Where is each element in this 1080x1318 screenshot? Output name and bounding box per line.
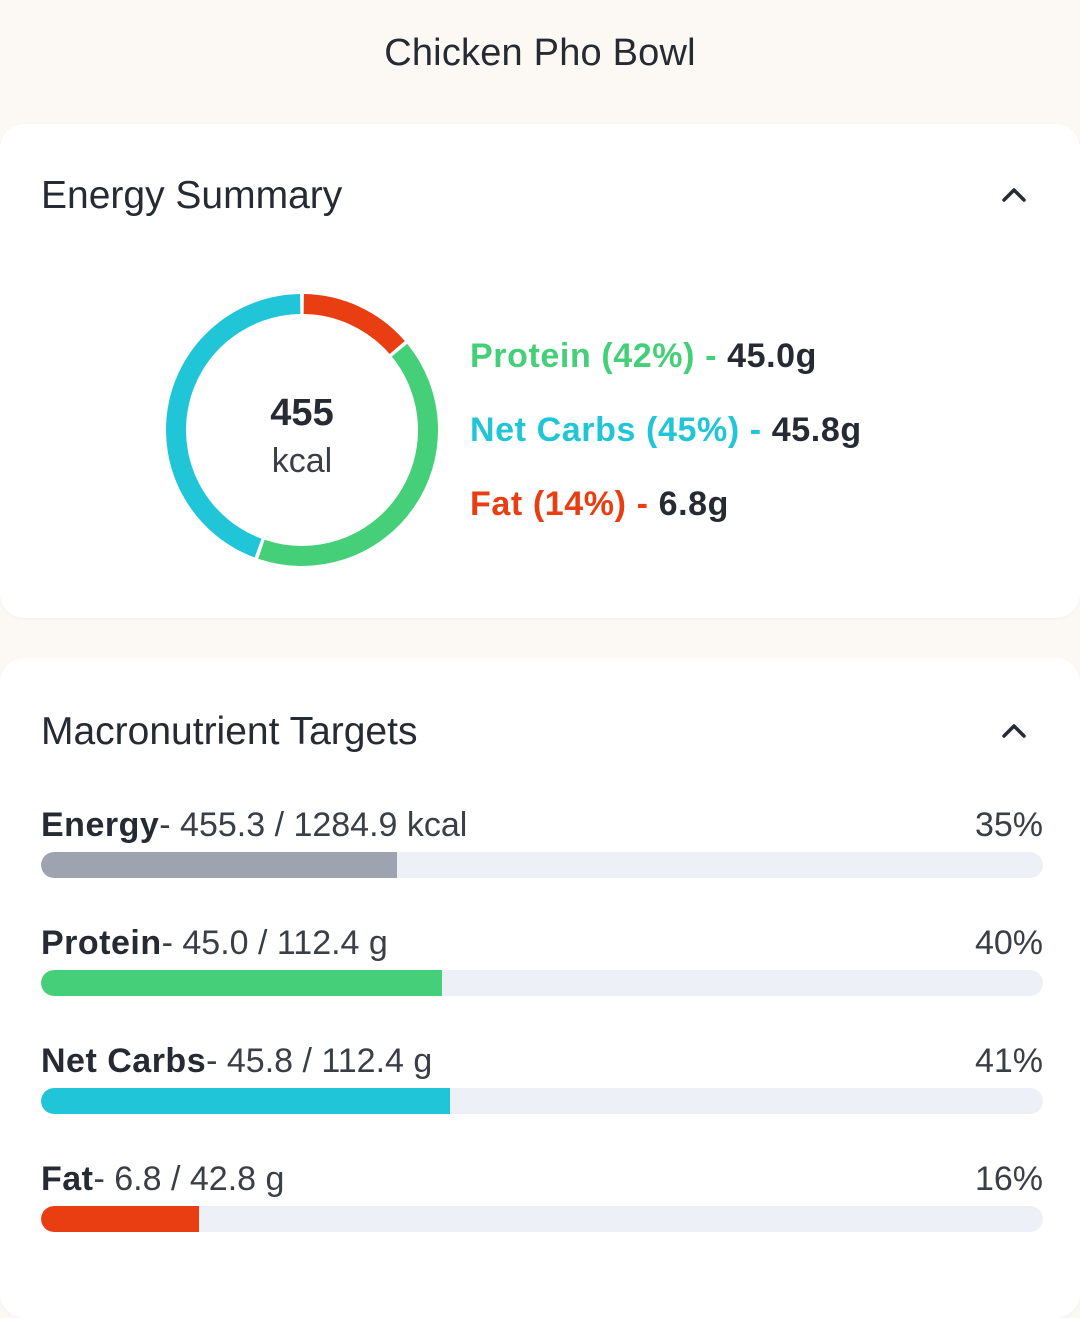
donut-segment-fat	[303, 294, 405, 355]
macro-protein-name: Protein	[41, 924, 162, 962]
donut-segment-protein	[258, 343, 438, 566]
legend-fat-label: Fat (14%) -	[470, 485, 659, 523]
macro-row-protein-text: Protein- 45.0 / 112.4 g	[41, 924, 388, 963]
legend-fat-grams: 6.8g	[658, 485, 729, 523]
total-kcal-unit: kcal	[271, 442, 333, 480]
total-kcal-value: 455	[270, 392, 334, 434]
legend-protein-grams: 45.0g	[727, 337, 818, 375]
macro-row-energy-text: Energy- 455.3 / 1284.9 kcal	[41, 806, 467, 845]
donut-svg	[166, 294, 438, 566]
energy-summary-title: Energy Summary	[41, 174, 343, 217]
legend-net-carbs-label: Net Carbs (45%) -	[470, 411, 772, 449]
macro-net-carbs-name: Net Carbs	[41, 1042, 207, 1080]
macro-fat-progress-track	[41, 1206, 1043, 1232]
chevron-up-icon[interactable]	[996, 176, 1032, 212]
macro-energy-detail: - 455.3 / 1284.9 kcal	[159, 806, 468, 844]
macro-energy-name: Energy	[41, 806, 160, 844]
chevron-up-icon[interactable]	[996, 712, 1032, 748]
macro-energy-progress-fill	[41, 852, 397, 878]
energy-donut-chart: 455 kcal	[164, 292, 440, 568]
legend-protein-label: Protein (42%) -	[470, 337, 728, 375]
macro-row-protein: Protein- 45.0 / 112.4 g 40%	[41, 924, 1043, 1024]
macro-protein-progress-track	[41, 970, 1043, 996]
macronutrient-targets-card: Macronutrient Targets Energy- 455.3 / 12…	[0, 658, 1080, 1318]
legend-net-carbs-grams: 45.8g	[771, 411, 862, 449]
page-title: Chicken Pho Bowl	[384, 32, 696, 74]
legend-net-carbs: Net Carbs (45%) - 45.8g	[470, 411, 862, 485]
energy-legend: Protein (42%) - 45.0g Net Carbs (45%) - …	[470, 337, 862, 559]
macro-protein-detail: - 45.0 / 112.4 g	[161, 924, 388, 962]
legend-protein: Protein (42%) - 45.0g	[470, 337, 862, 411]
legend-fat: Fat (14%) - 6.8g	[470, 485, 862, 559]
macro-row-fat-text: Fat- 6.8 / 42.8 g	[41, 1160, 284, 1199]
macro-fat-percent: 16%	[974, 1160, 1043, 1198]
macro-net-carbs-progress-fill	[41, 1088, 450, 1114]
macro-energy-percent: 35%	[974, 806, 1043, 844]
macro-fat-progress-fill	[41, 1206, 200, 1232]
macro-fat-name: Fat	[41, 1160, 94, 1198]
donut-segment-carbs	[166, 294, 301, 558]
macronutrient-targets-title: Macronutrient Targets	[41, 710, 418, 753]
macro-net-carbs-percent: 41%	[974, 1042, 1043, 1080]
macro-net-carbs-progress-track	[41, 1088, 1043, 1114]
macro-fat-detail: - 6.8 / 42.8 g	[93, 1160, 285, 1198]
macro-energy-progress-track	[41, 852, 1043, 878]
top-bar: Chicken Pho Bowl	[0, 0, 1080, 112]
energy-summary-card: Energy Summary 455 kcal Protein (42%) - …	[0, 124, 1080, 618]
macro-row-net-carbs: Net Carbs- 45.8 / 112.4 g 41%	[41, 1042, 1043, 1142]
macro-protein-progress-fill	[41, 970, 442, 996]
macro-protein-percent: 40%	[974, 924, 1043, 962]
macro-net-carbs-detail: - 45.8 / 112.4 g	[206, 1042, 433, 1080]
macro-row-energy: Energy- 455.3 / 1284.9 kcal 35%	[41, 806, 1043, 906]
macro-row-net-carbs-text: Net Carbs- 45.8 / 112.4 g	[41, 1042, 432, 1081]
macro-row-fat: Fat- 6.8 / 42.8 g 16%	[41, 1160, 1043, 1260]
